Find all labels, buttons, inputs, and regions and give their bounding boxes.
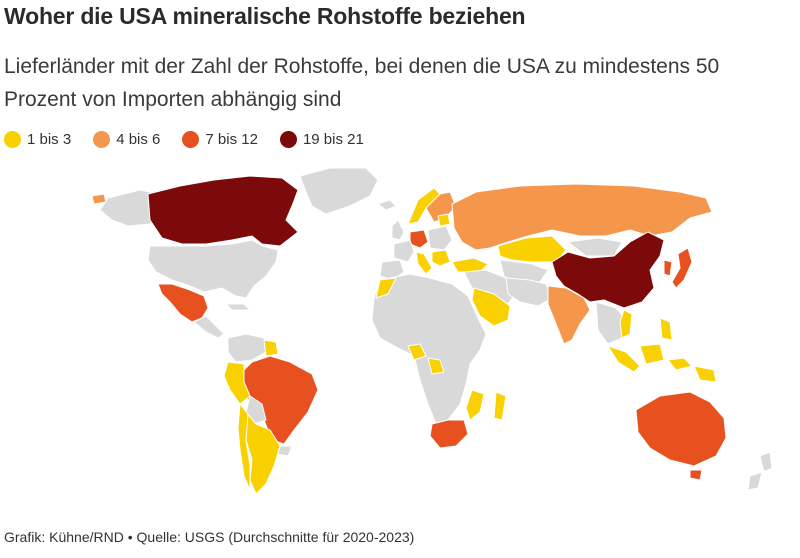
tasmania (689, 469, 703, 481)
eastern-europe (427, 225, 453, 251)
chile (237, 403, 251, 491)
uruguay (277, 445, 293, 457)
chart-title: Woher die USA mineralische Rohstoffe bez… (4, 3, 526, 29)
legend-item-4: 19 bis 21 (279, 131, 364, 148)
uk (391, 219, 405, 241)
india (547, 285, 591, 345)
legend-item-3: 7 bis 12 (182, 131, 258, 148)
legend-swatch-3 (182, 131, 200, 148)
germany (409, 229, 429, 249)
madagascar (493, 391, 507, 421)
italy (415, 251, 433, 275)
balkans (431, 249, 451, 267)
france (393, 239, 415, 263)
world-map (91, 167, 773, 495)
alaska (99, 189, 163, 227)
peru (223, 361, 251, 405)
indonesia-west (607, 345, 641, 373)
footer: Grafik: Kühne/RND • Quelle: USGS (Durchs… (4, 529, 414, 545)
canada (147, 175, 299, 247)
argentina (245, 411, 281, 495)
mongolia (567, 237, 623, 257)
legend-swatch-1 (4, 131, 21, 148)
papua (693, 365, 717, 383)
saudi-arabia (471, 287, 511, 327)
indonesia-borneo (639, 343, 665, 365)
caribbean (225, 303, 251, 311)
china (551, 231, 665, 309)
korea (663, 259, 673, 277)
legend-label-3: 7 bis 12 (205, 131, 258, 148)
new-zealand (759, 451, 773, 473)
turkey (451, 257, 489, 273)
australia (635, 391, 727, 467)
legend: 1 bis 3 4 bis 6 7 bis 12 19 bis 21 (4, 131, 386, 148)
legend-item-1: 1 bis 3 (4, 131, 71, 148)
greenland (299, 167, 379, 215)
central-america (193, 315, 225, 339)
usa (147, 239, 279, 299)
legend-label-1: 1 bis 3 (27, 131, 72, 148)
baltics (437, 213, 451, 227)
guyana (263, 339, 279, 357)
morocco (375, 277, 397, 299)
gabon-congo (427, 357, 445, 375)
footer-credit: Grafik: Kühne/RND (4, 529, 124, 545)
legend-label-2: 4 bis 6 (116, 131, 161, 148)
new-zealand-south (747, 471, 763, 491)
south-africa (429, 419, 469, 449)
legend-swatch-4 (279, 131, 297, 148)
chart-subtitle: Lieferländer mit der Zahl der Rohstoffe,… (4, 55, 720, 111)
philippines (659, 317, 673, 341)
legend-label-4: 19 bis 21 (302, 131, 364, 148)
indonesia-east (667, 357, 693, 371)
bolivia (245, 395, 267, 425)
legend-swatch-2 (93, 131, 111, 148)
iceland (377, 199, 397, 211)
vietnam (619, 309, 633, 339)
footer-separator: • (127, 529, 133, 545)
colombia-venezuela (227, 333, 267, 363)
west-africa-coast (407, 343, 427, 361)
chukotka (91, 193, 107, 205)
japan (671, 247, 693, 289)
iran-pakistan (505, 277, 553, 307)
footer-source: Quelle: USGS (Durchschnitte für 2020-202… (136, 529, 415, 545)
morocco-west-africa (371, 273, 487, 425)
mozambique (465, 389, 485, 421)
legend-item-2: 4 bis 6 (93, 131, 160, 148)
